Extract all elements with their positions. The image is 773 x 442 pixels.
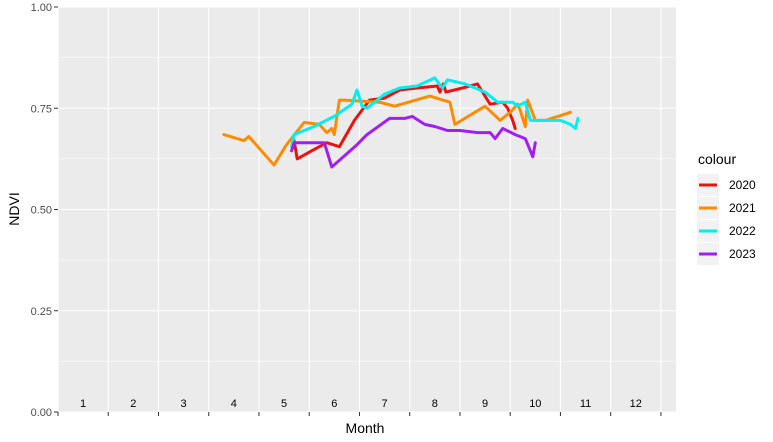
month-label: 9 (482, 398, 488, 410)
x-axis-title: Month (346, 420, 385, 436)
month-labels: 1 2 3 4 5 6 7 8 9 10 11 12 (80, 398, 642, 410)
month-label: 12 (630, 398, 642, 410)
month-label: 5 (281, 398, 287, 410)
series-line-2023 (290, 114, 537, 169)
month-label: 3 (181, 398, 187, 410)
month-label: 2 (130, 398, 136, 410)
month-label: 11 (580, 398, 591, 410)
legend-label-2021: 2021 (729, 201, 756, 215)
y-tick-label: 0.75 (31, 103, 52, 115)
y-tick-label: 1.00 (31, 2, 52, 14)
series-line-2022 (290, 76, 580, 149)
legend: colour 2020 2021 2022 2023 (697, 151, 756, 265)
month-label: 10 (529, 398, 541, 410)
month-label: 6 (331, 398, 337, 410)
legend-title: colour (698, 151, 736, 167)
y-axis-title: NDVI (6, 192, 22, 225)
series-lines (222, 76, 580, 169)
y-tick-label: 0.00 (31, 407, 52, 419)
y-tick-label: 0.25 (31, 306, 52, 318)
y-tick-label: 0.50 (31, 205, 52, 217)
month-label: 4 (231, 398, 237, 410)
legend-label-2022: 2022 (729, 224, 756, 238)
axes: 0.00 0.25 0.50 0.75 1.00 (31, 2, 662, 419)
month-label: 1 (80, 398, 86, 410)
legend-label-2020: 2020 (729, 178, 756, 192)
legend-label-2023: 2023 (729, 247, 756, 261)
month-label: 7 (382, 398, 388, 410)
month-label: 8 (432, 398, 438, 410)
